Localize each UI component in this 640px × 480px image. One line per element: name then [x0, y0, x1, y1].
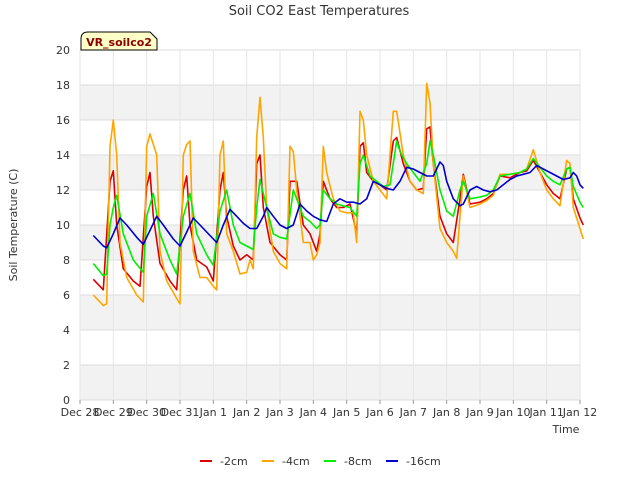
y-axis-title: Soil Temperature (C): [7, 169, 20, 282]
site-label: VR_soilco2: [86, 36, 152, 49]
x-tick-label: Jan 12: [562, 406, 597, 419]
series-lines: [92, 82, 585, 307]
x-tick-label: Jan 8: [432, 406, 460, 419]
site-label-badge: VR_soilco2: [80, 31, 158, 51]
y-tick-label: 0: [63, 394, 70, 407]
y-tick-label: 16: [56, 114, 70, 127]
legend-label: -4cm: [282, 455, 310, 468]
legend: -2cm -4cm -8cm -16cm: [200, 455, 441, 468]
series-line-4cm: [92, 82, 585, 307]
y-tick-label: 8: [63, 254, 70, 267]
legend-label: -2cm: [220, 455, 248, 468]
series-line-8cm: [92, 140, 584, 277]
plot-band: [80, 85, 580, 120]
x-tick-label: Dec 31: [161, 406, 200, 419]
legend-label: -8cm: [344, 455, 372, 468]
x-tick-label: Dec 28: [61, 406, 100, 419]
x-tick-label: Jan 6: [365, 406, 393, 419]
plot-band: [80, 365, 580, 400]
y-axis-ticks: 0 2 4 6 8 10 12 14 16 18 20: [56, 44, 70, 407]
x-tick-label: Jan 11: [528, 406, 563, 419]
x-tick-label: Jan 9: [465, 406, 493, 419]
y-tick-label: 10: [56, 219, 70, 232]
x-tick-label: Jan 10: [495, 406, 530, 419]
y-tick-label: 6: [63, 289, 70, 302]
x-tick-label: Jan 5: [332, 406, 360, 419]
y-tick-label: 2: [63, 359, 70, 372]
plot-band: [80, 295, 580, 330]
chart-title: Soil CO2 East Temperatures: [229, 4, 410, 19]
x-tick-label: Jan 4: [299, 406, 327, 419]
y-tick-label: 4: [63, 324, 70, 337]
x-axis-title: Time: [552, 423, 580, 436]
x-tick-label: Jan 3: [265, 406, 293, 419]
x-tick-label: Jan 1: [199, 406, 227, 419]
x-tick-label: Dec 29: [94, 406, 133, 419]
x-tick-label: Dec 30: [127, 406, 166, 419]
series-line-16cm: [92, 161, 584, 249]
x-tick-label: Jan 2: [232, 406, 260, 419]
legend-label: -16cm: [406, 455, 441, 468]
y-tick-label: 14: [56, 149, 70, 162]
y-tick-label: 12: [56, 184, 70, 197]
y-tick-label: 18: [56, 79, 70, 92]
x-tick-label: Jan 7: [399, 406, 427, 419]
gridlines: [79, 49, 581, 401]
y-tick-label: 20: [56, 44, 70, 57]
